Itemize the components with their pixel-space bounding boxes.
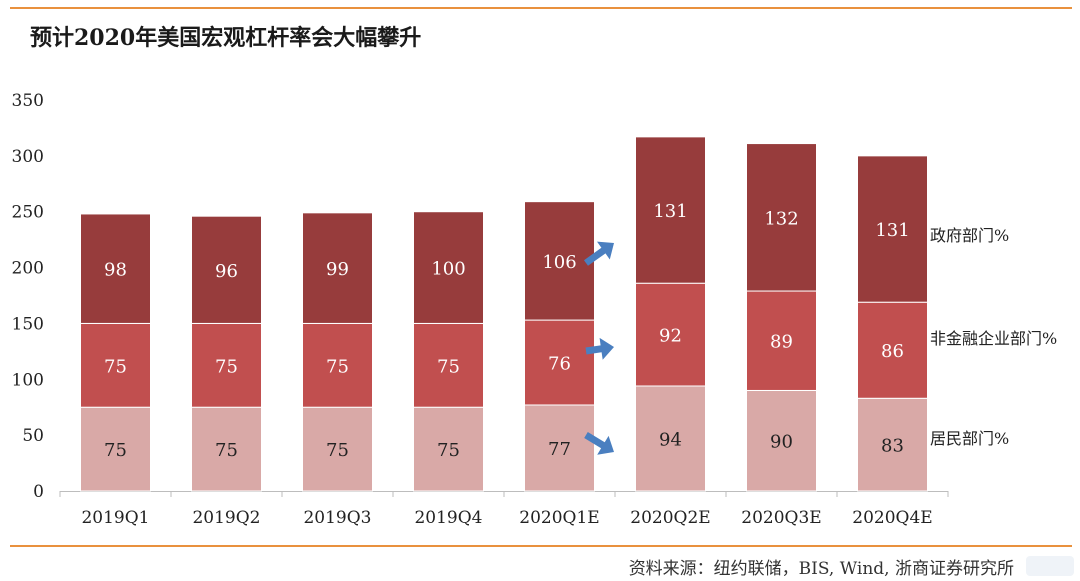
y-tick-label: 150 xyxy=(12,314,44,334)
bar-segment-government xyxy=(413,211,484,324)
data-label: 94 xyxy=(659,429,682,450)
x-tick-label: 2020Q3E xyxy=(741,508,821,528)
bar-segment-corporate xyxy=(413,322,484,408)
bar-segment-government xyxy=(191,215,262,324)
data-label: 131 xyxy=(653,201,687,222)
data-label: 131 xyxy=(875,220,909,241)
legend-swatch xyxy=(914,231,924,241)
x-tick-label: 2020Q1E xyxy=(519,508,599,528)
legend-label: 非金融企业部门% xyxy=(930,329,1057,348)
data-label: 77 xyxy=(548,439,571,460)
bar-segment-corporate xyxy=(524,319,595,406)
data-label: 75 xyxy=(437,356,460,377)
data-label: 100 xyxy=(431,259,465,280)
data-label: 106 xyxy=(542,252,576,273)
bottom-rule xyxy=(10,545,1072,547)
data-label: 89 xyxy=(770,332,793,353)
watermark-logo xyxy=(1026,556,1074,576)
y-tick-label: 0 xyxy=(33,482,44,502)
data-label: 75 xyxy=(326,356,349,377)
x-tick-label: 2019Q4 xyxy=(414,508,482,528)
y-tick-label: 300 xyxy=(12,147,44,167)
y-tick-label: 100 xyxy=(12,370,44,390)
bar-segment-household xyxy=(635,385,706,492)
bar-segment-government xyxy=(524,201,595,321)
top-rule xyxy=(10,7,1072,9)
data-label: 99 xyxy=(326,259,349,280)
bar-segment-corporate xyxy=(80,322,151,408)
bar-segment-government xyxy=(302,212,373,324)
y-tick-label: 200 xyxy=(12,259,44,279)
source-note: 资料来源：纽约联储，BIS, Wind, 浙商证券研究所 xyxy=(628,559,1014,579)
data-label: 75 xyxy=(215,356,238,377)
trend-arrow-icon xyxy=(585,337,614,360)
legend-swatch xyxy=(914,334,924,344)
x-tick-label: 2019Q2 xyxy=(192,508,260,528)
bar-segment-corporate xyxy=(857,301,928,399)
data-label: 132 xyxy=(764,208,798,229)
bar-segment-government xyxy=(857,155,928,303)
bar-segment-government xyxy=(635,136,706,284)
bar-segment-corporate xyxy=(635,282,706,387)
x-tick-label: 2020Q2E xyxy=(630,508,710,528)
data-label: 75 xyxy=(104,440,127,461)
data-label: 96 xyxy=(215,261,238,282)
bar-segment-corporate xyxy=(302,322,373,408)
y-tick-label: 50 xyxy=(22,426,44,446)
data-label: 86 xyxy=(881,341,904,362)
bar-segment-household xyxy=(746,389,817,492)
data-label: 76 xyxy=(548,354,571,375)
legend-label: 居民部门% xyxy=(930,429,1009,448)
y-tick-label: 250 xyxy=(12,203,44,223)
data-label: 75 xyxy=(215,440,238,461)
x-tick-label: 2020Q4E xyxy=(852,508,932,528)
bar-segment-household xyxy=(857,397,928,492)
x-tick-label: 2019Q3 xyxy=(303,508,371,528)
data-label: 75 xyxy=(326,440,349,461)
bar-segment-government xyxy=(746,143,817,292)
data-label: 90 xyxy=(770,432,793,453)
legend-swatch xyxy=(914,434,924,444)
bar-segment-household xyxy=(80,406,151,492)
bar-segment-household xyxy=(524,404,595,492)
data-label: 75 xyxy=(437,440,460,461)
bar-segment-household xyxy=(302,406,373,492)
data-label: 83 xyxy=(881,436,904,457)
trend-arrow-icon xyxy=(584,432,614,455)
data-label: 92 xyxy=(659,326,682,347)
bar-segment-corporate xyxy=(746,290,817,391)
legend-label: 政府部门% xyxy=(930,226,1009,245)
chart-title: 预计2020年美国宏观杠杆率会大幅攀升 xyxy=(30,25,422,51)
bar-segment-corporate xyxy=(191,322,262,408)
data-label: 98 xyxy=(104,260,127,281)
data-label: 75 xyxy=(104,356,127,377)
trend-arrow-icon xyxy=(584,241,614,266)
y-tick-label: 350 xyxy=(12,91,44,111)
x-tick-label: 2019Q1 xyxy=(81,508,149,528)
bar-segment-government xyxy=(80,213,151,324)
bar-segment-household xyxy=(191,406,262,492)
